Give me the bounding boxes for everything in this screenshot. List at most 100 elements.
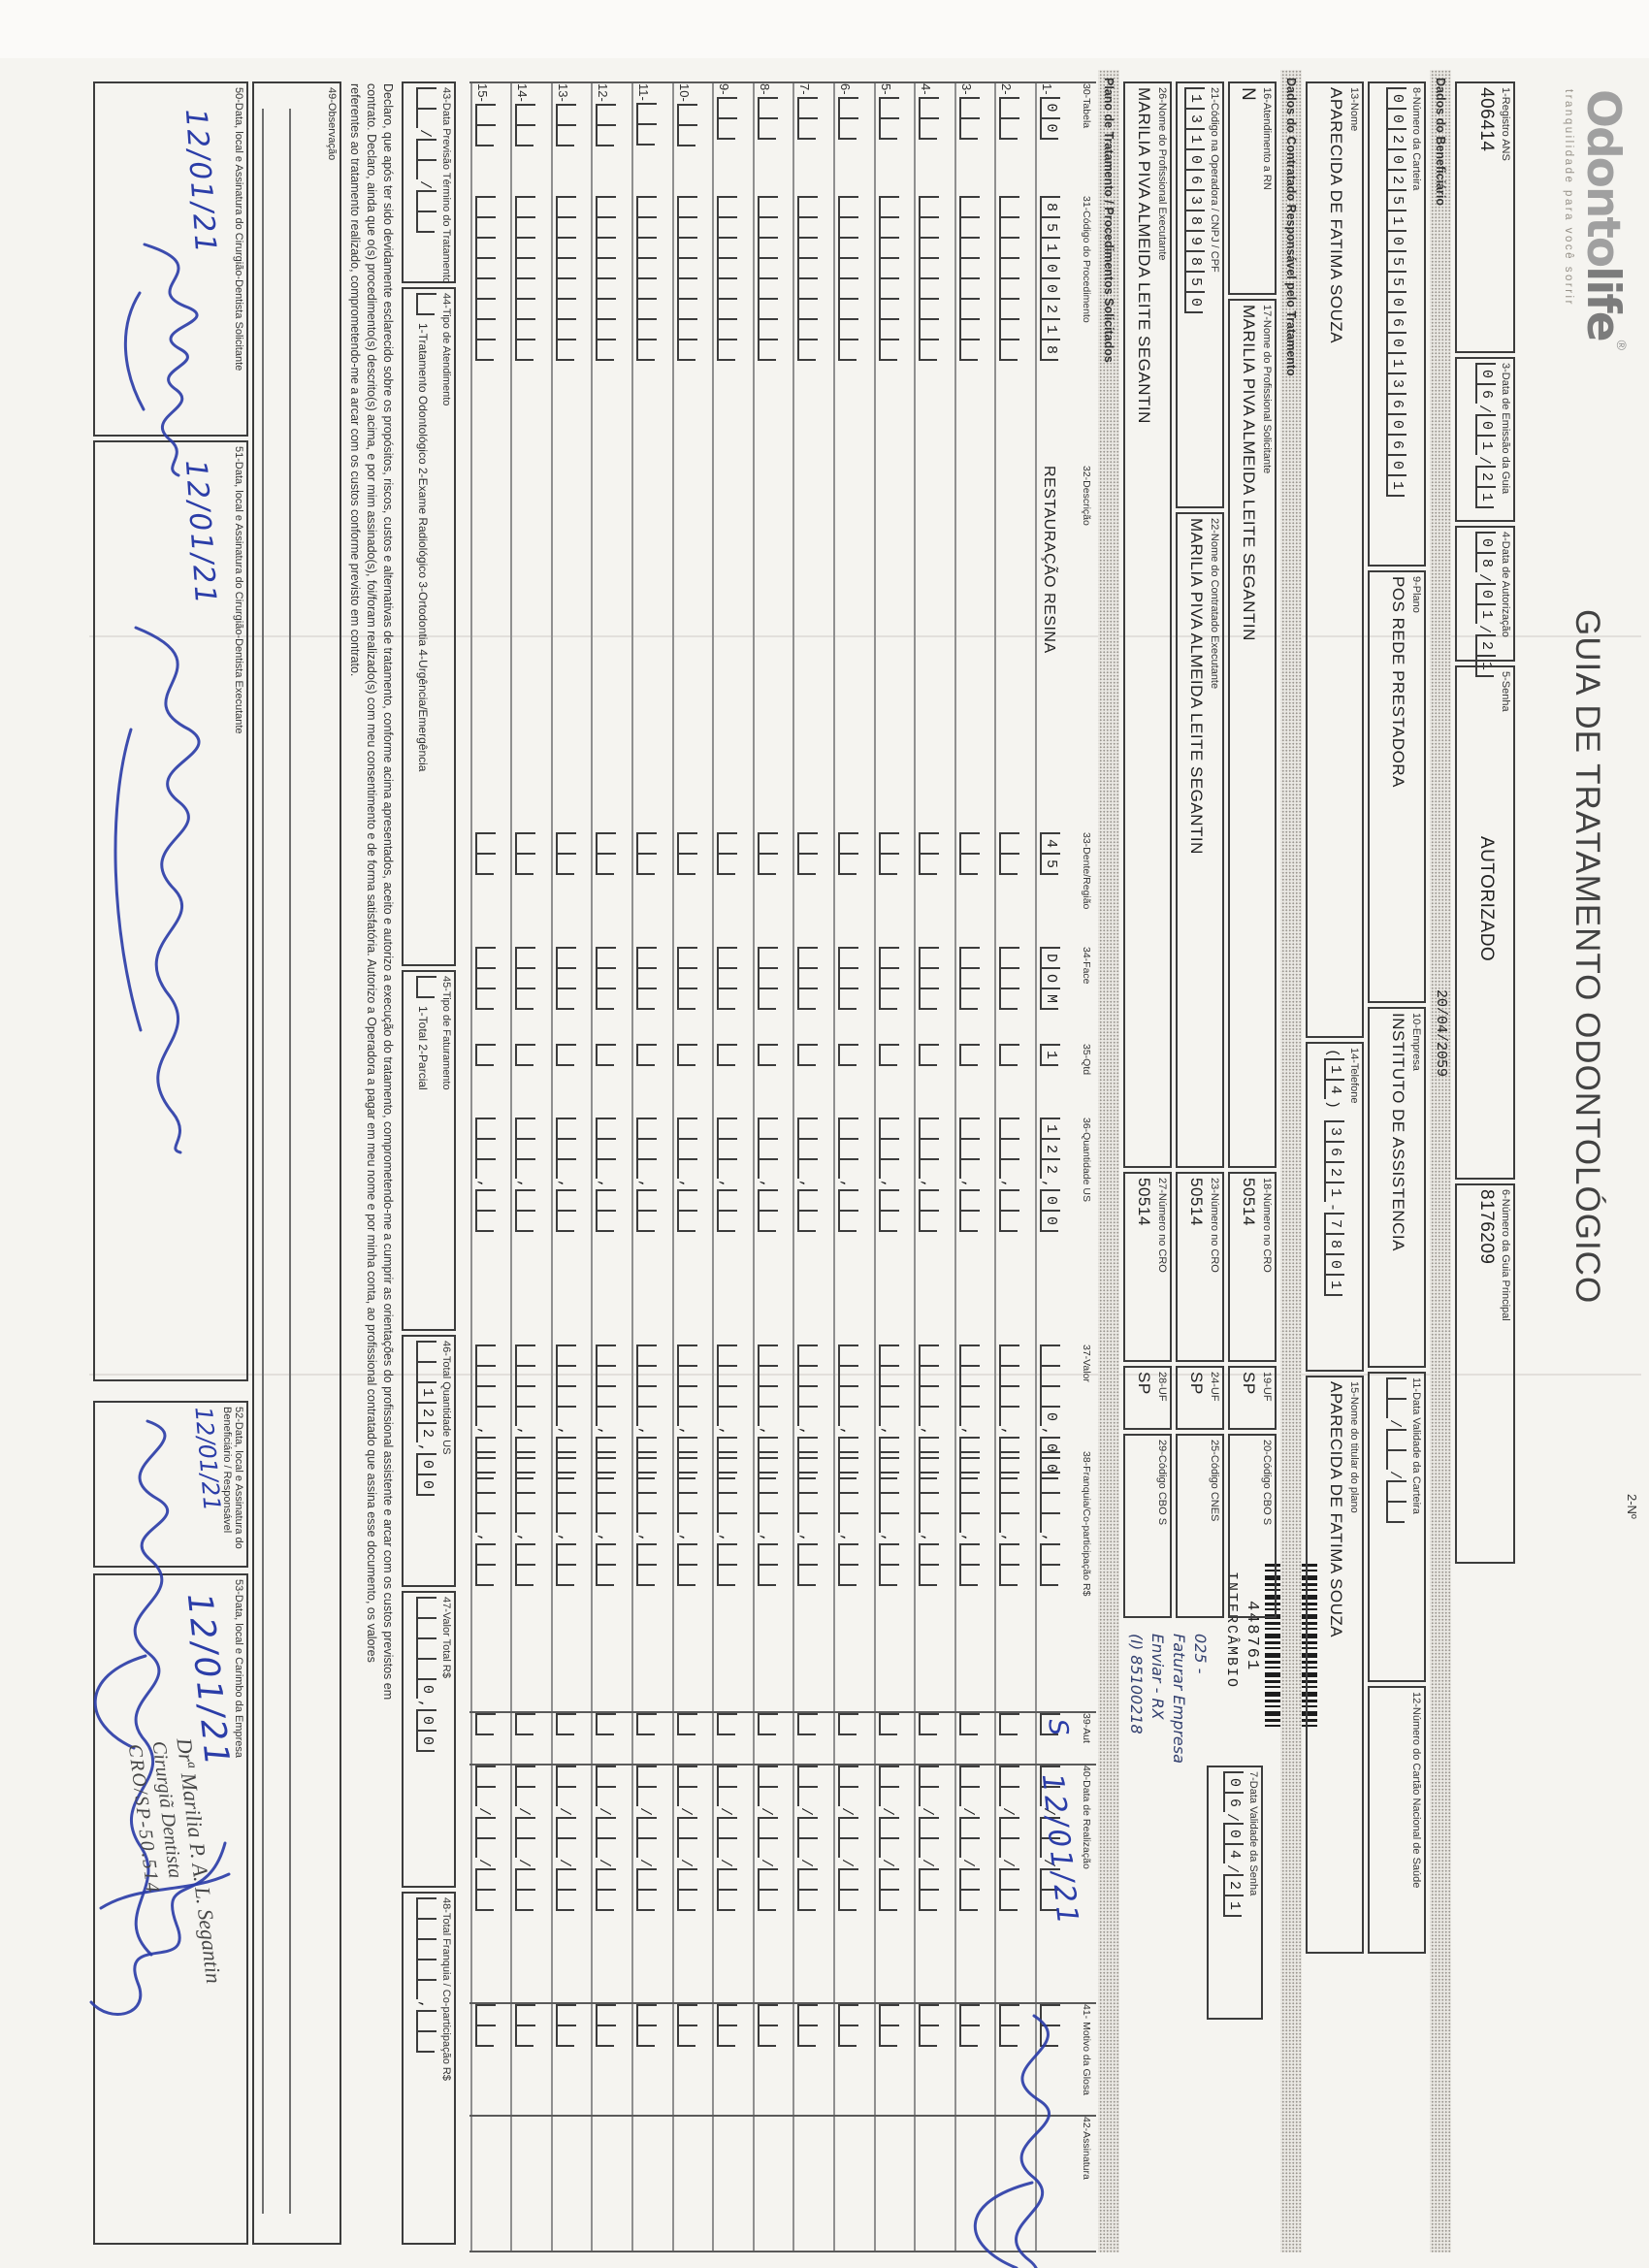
cell	[757, 1451, 778, 1472]
cell	[958, 96, 980, 117]
cell	[636, 1868, 657, 1890]
cells-40: / /	[958, 1766, 980, 1912]
cells-34	[717, 947, 738, 1010]
cell	[878, 1868, 899, 1890]
cell	[838, 1138, 858, 1158]
cell	[958, 1543, 980, 1565]
cells-33	[838, 832, 858, 875]
cell: 8	[1184, 210, 1205, 230]
cell	[474, 1118, 496, 1138]
cell	[757, 1472, 778, 1492]
cell	[636, 1210, 657, 1231]
cell	[919, 298, 940, 318]
cell-separator: /	[596, 1807, 613, 1817]
col-38: ,	[596, 1451, 617, 1707]
col-39	[757, 1713, 778, 1760]
cell	[878, 1385, 899, 1406]
data-emissao-cells: 0 6/0 1/2 1	[1475, 363, 1496, 516]
col-34	[958, 947, 980, 1038]
cell-separator: (	[1324, 1049, 1341, 1058]
cell	[1040, 1564, 1060, 1585]
cells-40: / /	[878, 1766, 899, 1912]
cell	[636, 1766, 657, 1786]
cell: 1	[1040, 318, 1060, 339]
cell	[596, 1451, 617, 1472]
cell	[596, 988, 617, 1008]
cells-35: 1	[1040, 1044, 1060, 1066]
signature-beneficiario	[93, 1419, 170, 1957]
cells-41	[919, 2004, 940, 2047]
cell-separator: ,	[555, 1180, 572, 1189]
col-30: 2-	[999, 83, 1020, 192]
cell	[416, 1658, 436, 1678]
col-35	[596, 1044, 617, 1112]
cell	[999, 1868, 1020, 1890]
cell	[958, 1451, 980, 1472]
cell	[838, 1158, 858, 1179]
cell	[596, 298, 617, 318]
cell-terminator	[676, 2045, 695, 2047]
cells-41	[515, 2004, 536, 2047]
col-30: 10-	[676, 83, 697, 192]
cells-36: ,	[596, 1118, 617, 1233]
cells-35	[757, 1044, 778, 1066]
cell	[636, 1189, 657, 1211]
cell-terminator	[596, 1909, 615, 1912]
cell	[555, 1138, 576, 1158]
cell	[636, 1406, 657, 1426]
cells-35	[797, 1044, 819, 1066]
cell	[919, 318, 940, 339]
col-36: ,	[878, 1118, 899, 1339]
col-33	[555, 832, 576, 941]
field-data-emissao: 3-Data de Emissão da Guia 0 6/0 1/2 1	[1455, 357, 1515, 522]
uf-contratado-value: SP	[1187, 1372, 1206, 1395]
cell	[474, 1406, 496, 1426]
cells-38: ,	[474, 1451, 496, 1587]
cell: 0	[1040, 257, 1060, 277]
field-uf-solicitante: 19-UF SP	[1228, 1366, 1277, 1430]
col-30: 7-	[797, 83, 819, 192]
cell	[717, 832, 738, 853]
cell	[919, 1044, 940, 1064]
cell-separator: ,	[474, 1534, 492, 1543]
cell-terminator	[919, 1064, 938, 1066]
cell	[474, 1138, 496, 1158]
cell-separator: ,	[474, 1180, 492, 1189]
section-contratado: Dados do Contratado Responsável pelo Tra…	[1280, 70, 1302, 2252]
cells-41	[878, 2004, 899, 2047]
cell	[515, 277, 536, 298]
cell	[515, 1210, 536, 1231]
cells-39	[838, 1713, 858, 1735]
cell-terminator	[515, 1064, 534, 1066]
cell	[596, 2004, 617, 2025]
cell	[596, 1817, 617, 1838]
cell-terminator	[515, 1584, 534, 1587]
annotation-line: (I) 85100218	[1127, 1634, 1146, 1734]
cell-separator: /	[596, 1859, 613, 1868]
cell-separator: /	[1475, 625, 1492, 634]
row-number: 10-	[676, 83, 692, 102]
cell-terminator	[757, 1733, 776, 1735]
cells-39	[958, 1713, 980, 1735]
cell	[1386, 1429, 1406, 1450]
cells-40: / /	[676, 1766, 697, 1912]
cell-terminator	[515, 1909, 534, 1912]
cells-34	[919, 947, 940, 1010]
cell	[757, 237, 778, 257]
field-empresa: 10-Empresa INSTITUTO DE ASSISTENCIA	[1368, 1007, 1426, 1368]
cells-39	[515, 1713, 536, 1735]
cell	[596, 832, 617, 853]
row-number: 1-	[1040, 83, 1054, 95]
col-37: ,	[999, 1345, 1020, 1480]
cell-separator: ,	[515, 1534, 533, 1543]
cell	[838, 988, 858, 1008]
cells-36: ,	[878, 1118, 899, 1233]
col-36: ,	[676, 1118, 697, 1339]
cell	[919, 237, 940, 257]
cell	[958, 988, 980, 1008]
